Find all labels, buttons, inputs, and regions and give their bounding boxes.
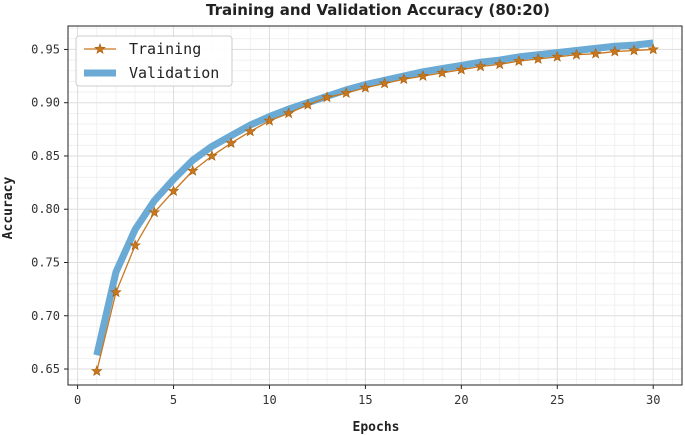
training-point: [110, 286, 122, 298]
training-point: [436, 66, 448, 78]
legend-training-label: Training: [129, 40, 201, 58]
training-point: [609, 45, 621, 57]
x-tick-label: 5: [170, 393, 177, 407]
training-point: [628, 44, 640, 56]
legend: Training Validation: [75, 35, 233, 87]
y-tick-label: 0.85: [31, 149, 60, 163]
training-point: [455, 63, 468, 75]
training-point: [417, 70, 429, 81]
training-point: [493, 58, 506, 70]
x-tick-label: 10: [262, 393, 276, 407]
training-point: [647, 43, 659, 55]
ticks: 0 5 10 15 20 25 30 0.65 0.70 0.75 0.80 0.85 0.90 0.95: [31, 42, 660, 407]
training-point: [589, 47, 602, 59]
y-axis-label: Accuracy: [1, 177, 16, 240]
training-point: [263, 114, 276, 126]
y-tick-label: 0.75: [31, 255, 60, 269]
training-point: [282, 107, 295, 119]
training-point: [532, 52, 544, 64]
y-tick-label: 0.70: [31, 309, 60, 323]
training-point: [206, 149, 218, 161]
training-point: [513, 55, 525, 67]
training-point: [551, 50, 564, 62]
training-point: [398, 73, 410, 85]
training-point: [244, 125, 257, 137]
training-point: [302, 98, 314, 110]
training-point: [378, 77, 391, 89]
y-tick-label: 0.80: [31, 202, 60, 216]
legend-training-marker: [94, 42, 106, 54]
training-point: [167, 185, 180, 197]
series-line-validation: [93, 39, 654, 356]
x-tick-label: 15: [358, 393, 372, 407]
training-point: [474, 60, 487, 72]
training-point: [148, 206, 161, 218]
series-layer: [91, 39, 659, 377]
training-point: [340, 87, 352, 99]
training-point: [225, 137, 237, 149]
x-tick-label: 20: [454, 393, 468, 407]
y-tick-label: 0.65: [31, 362, 60, 376]
y-tick-label: 0.90: [31, 96, 60, 110]
plot-frame: [67, 25, 683, 386]
training-point: [359, 81, 372, 93]
y-tick-label: 0.95: [31, 42, 60, 56]
training-point: [321, 91, 333, 103]
chart-title: Training and Validation Accuracy (80:20): [206, 1, 550, 19]
x-tick-label: 30: [646, 393, 660, 407]
series-line-training: [96, 48, 654, 372]
x-axis-label: Epochs: [353, 420, 400, 435]
x-tick-label: 25: [550, 393, 564, 407]
legend-validation-label: Validation: [129, 64, 219, 82]
training-point: [186, 164, 199, 176]
training-point: [570, 48, 583, 60]
training-point: [91, 365, 103, 377]
x-tick-label: 0: [74, 393, 81, 407]
training-point: [129, 239, 141, 251]
